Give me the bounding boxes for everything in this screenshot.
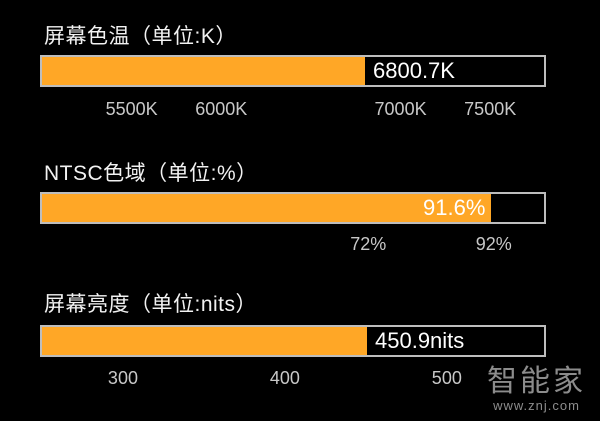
tick-label: 300 (107, 368, 138, 388)
tick-label: 92% (475, 234, 512, 254)
bar-fill (42, 194, 491, 222)
bar-value-label: 91.6% (423, 195, 486, 220)
chart-title: 屏幕色温（单位:K） (44, 25, 237, 48)
bar-value-label: 6800.7K (373, 58, 455, 83)
watermark-sub-text: www.znj.com (493, 398, 580, 413)
chart-title: 屏幕亮度（单位:nits） (44, 293, 258, 316)
tick-label: 72% (350, 234, 387, 254)
tick-label: 5500K (105, 99, 158, 119)
chart-title: NTSC色域（单位:%） (44, 162, 258, 185)
tick-label: 7500K (464, 99, 517, 119)
bar-track: 6800.7K (40, 55, 546, 87)
tick-row: 300 400 500 (0, 368, 600, 392)
tick-row: 5500K 6000K 7000K 7500K (0, 99, 600, 123)
bar-value-label: 450.9nits (375, 328, 465, 353)
bar-fill (42, 57, 365, 85)
watermark-main-text: 智能家 (487, 364, 586, 399)
bar-fill (42, 327, 367, 355)
bar-track: 91.6% (40, 192, 546, 224)
tick-label: 6000K (195, 99, 248, 119)
bar-track: 450.9nits (40, 325, 546, 357)
tick-label: 500 (431, 368, 462, 388)
tick-label: 400 (269, 368, 300, 388)
tick-row: 72% 92% (0, 234, 600, 258)
watermark-logo: 智能家 www.znj.com (487, 364, 586, 414)
tick-label: 7000K (374, 99, 427, 119)
